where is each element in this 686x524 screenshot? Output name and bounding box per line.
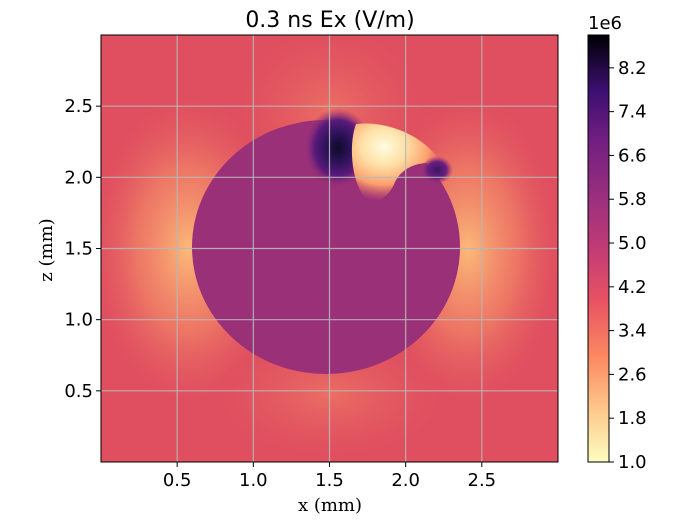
colorbar-tick-label: 8.2 xyxy=(618,58,647,79)
grid-lines xyxy=(101,35,558,462)
y-tick-label: 2.0 xyxy=(64,167,93,188)
y-tick-label: 1.5 xyxy=(64,239,93,260)
right-dark-spot xyxy=(421,156,453,184)
colorbar-gradient xyxy=(588,35,609,462)
y-tick-label: 1.0 xyxy=(64,310,93,331)
y-axis-label: z (mm) xyxy=(36,218,57,281)
x-axis-ticks: 0.5 1.0 1.5 2.0 2.5 xyxy=(163,462,496,491)
x-tick-label: 2.0 xyxy=(391,470,420,491)
x-tick-label: 0.5 xyxy=(163,470,192,491)
x-tick-label: 1.0 xyxy=(239,470,268,491)
colorbar-exponent: 1e6 xyxy=(588,13,622,34)
colorbar-tick-label: 3.4 xyxy=(618,321,647,342)
x-axis-label: x (mm) xyxy=(298,495,362,516)
colorbar-tick-label: 5.0 xyxy=(618,233,647,254)
colorbar: 1e6 1.0 1.8 2.6 3.4 4.2 5.0 5.8 6.6 7.4 8.2 xyxy=(587,13,647,473)
chart-title: 0.3 ns Ex (V/m) xyxy=(245,8,414,33)
heatmap-plot-area xyxy=(101,35,558,462)
colorbar-tick-label: 1.0 xyxy=(618,452,647,473)
colorbar-tick-label: 6.6 xyxy=(618,145,647,166)
colorbar-tick-label: 4.2 xyxy=(618,277,647,298)
colorbar-ticks: 1.0 1.8 2.6 3.4 4.2 5.0 5.8 6.6 7.4 8.2 xyxy=(609,58,647,473)
y-tick-label: 0.5 xyxy=(64,381,93,402)
colorbar-tick-label: 1.8 xyxy=(618,408,647,429)
colorbar-tick-label: 7.4 xyxy=(618,102,647,123)
colorbar-frame xyxy=(587,34,610,463)
colorbar-tick-label: 2.6 xyxy=(618,364,647,385)
top-bright-crescent xyxy=(351,123,443,202)
x-tick-label: 1.5 xyxy=(315,470,344,491)
colorbar-tick-label: 5.8 xyxy=(618,189,647,210)
y-axis-ticks: 0.5 1.0 1.5 2.0 2.5 xyxy=(64,96,101,402)
x-tick-label: 2.5 xyxy=(468,470,497,491)
y-tick-label: 2.5 xyxy=(64,96,93,117)
